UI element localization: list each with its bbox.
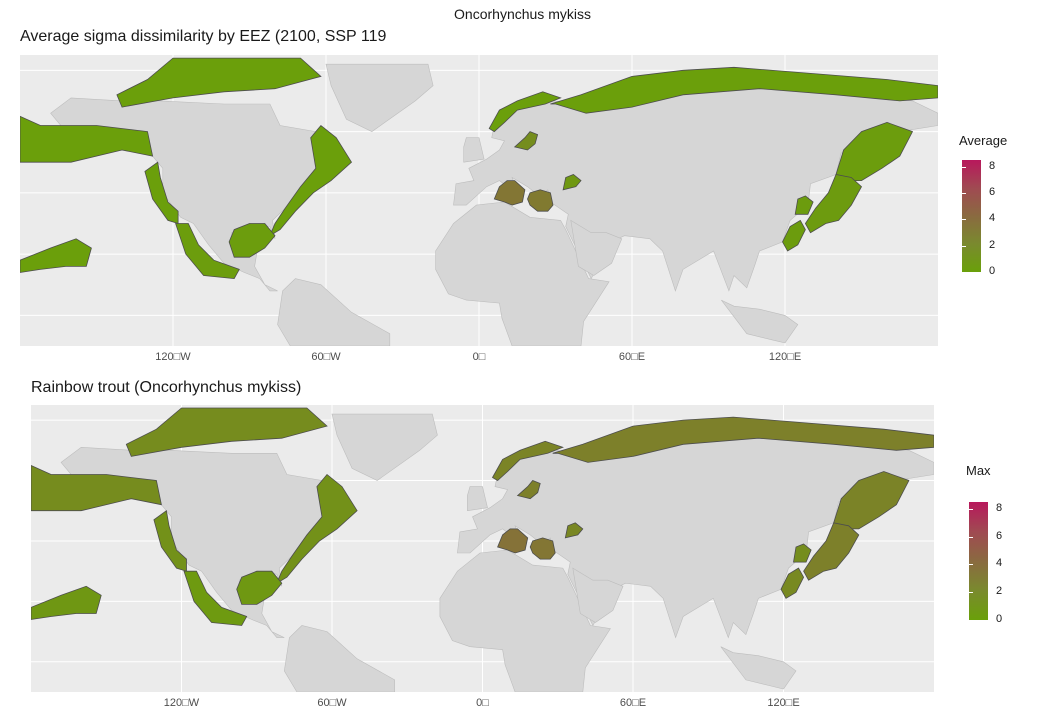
legend-tick-mark [969,564,973,566]
legend-tick-mark [962,272,966,273]
eez-region [116,57,322,108]
legend-tick-mark [962,166,966,168]
eez-region [516,480,541,500]
legend-tick-label: 2 [996,585,1003,598]
eez-region [488,91,562,133]
x-tick-label: 60□W [311,351,341,363]
legend-tick-mark [969,620,973,621]
eez-region [183,570,248,626]
land-mass [467,486,488,512]
x-tick-label: 0□ [472,351,486,363]
x-tick-label: 60□E [619,697,647,709]
panel-2-title: Rainbow trout (Oncorhynchus mykiss) [31,379,302,396]
legend-tick-label: 0 [989,265,996,277]
eez-region [153,509,187,572]
eez-region [491,440,564,481]
legend-colorbar [962,160,981,272]
legend-tick-label: 2 [989,238,996,251]
legend-tick-label: 6 [989,185,996,198]
legend-tick-mark [962,219,966,221]
land-mass [720,646,797,690]
legend-tick-label: 0 [996,613,1003,625]
land-mass [325,63,434,132]
eez-region [782,219,806,252]
eez-region [493,180,526,206]
legend-tick-label: 4 [989,212,996,225]
map-panel-average [20,55,938,346]
land-mass [283,625,396,692]
eez-region [31,585,102,620]
x-tick-label: 60□E [618,351,646,363]
map-panel-max [31,405,934,692]
x-tick-label: 60□W [317,697,347,709]
eez-region [527,189,554,212]
x-tick-label: 120□E [768,351,802,363]
eez-region [228,223,276,258]
eez-region [794,195,814,215]
eez-region [275,473,358,585]
x-tick-label: 120□W [163,697,200,709]
legend-tick-label: 8 [989,159,996,172]
legend-colorbar [969,502,988,620]
land-mass [331,413,438,481]
land-mass [277,278,391,346]
x-tick-label: 120□W [155,351,191,363]
eez-region [31,464,162,512]
legend-tick-mark [969,536,973,538]
eez-region [144,161,179,225]
eez-region [269,124,353,237]
x-tick-label: 120□E [767,697,800,709]
eez-region [564,522,584,539]
land-mass [572,567,624,623]
eez-region [780,567,805,599]
eez-region [803,522,860,581]
x-tick-label: 0□ [476,697,489,709]
eez-region [529,537,556,560]
legend-tick-label: 4 [996,557,1003,570]
legend-tick-label: 6 [996,529,1003,542]
eez-region [793,543,812,563]
eez-region [513,131,539,151]
eez-region [20,238,92,273]
land-mass [570,219,623,276]
panel-1-title: Average sigma dissimilarity by EEZ (2100… [20,28,387,45]
eez-region [20,115,154,163]
eez-region [497,528,529,554]
figure-title: Oncorhynchus mykiss [454,6,591,22]
eez-region [562,174,582,191]
land-mass [721,299,799,344]
land-mass [463,137,485,163]
legend-tick-mark [962,245,966,247]
legend-tick-label: 8 [996,501,1003,514]
legend-tick-mark [969,508,973,510]
eez-region [236,570,283,605]
legend-title: Average [959,133,1008,148]
legend-tick-mark [962,192,966,194]
eez-region [804,174,863,234]
eez-region [552,416,934,463]
eez-region [550,66,938,114]
legend-tick-mark [969,592,973,594]
eez-region [175,223,240,280]
legend-title: Max [966,463,991,478]
eez-region [125,407,328,457]
